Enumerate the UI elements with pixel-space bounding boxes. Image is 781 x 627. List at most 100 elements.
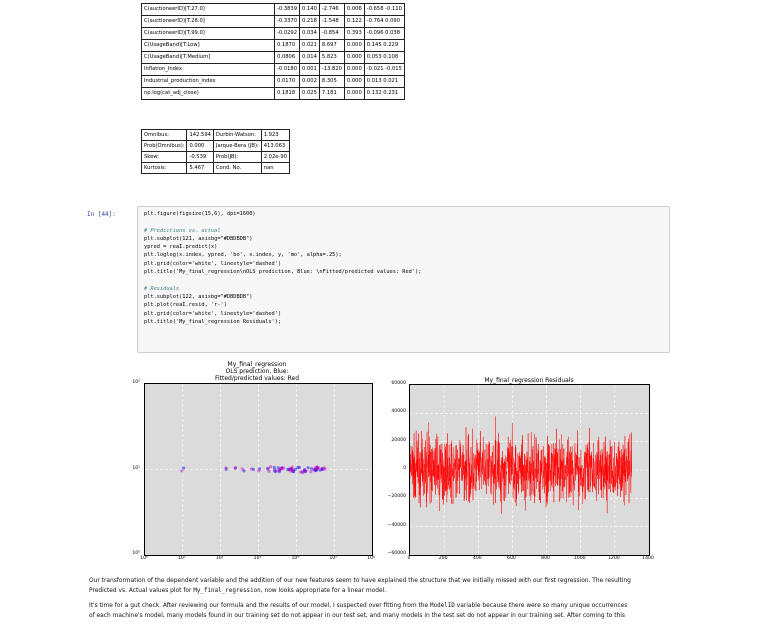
scatter-point xyxy=(321,467,325,472)
coef-cell-p: 0.006 xyxy=(343,3,365,16)
code-line: # Residuals xyxy=(144,285,180,292)
left-x-tick: 10⁴ xyxy=(291,556,300,561)
left-x-tick: 10⁶ xyxy=(367,556,375,561)
stats-cell-v1: 0.000 xyxy=(186,140,214,152)
scatter-point xyxy=(318,468,322,472)
left-y-tick: 10² xyxy=(132,380,140,385)
scatter-point xyxy=(302,468,307,472)
coef-cell-t: 5.823 xyxy=(318,51,345,64)
scatter-point xyxy=(290,467,294,472)
coef-cell-t: -0.854 xyxy=(318,27,345,40)
coef-cell-name: np.log(cat_adj_close) xyxy=(141,87,275,100)
coef-row: C(UsageBand)[T.Medium] 0.0806 0.014 5.823 0.… xyxy=(141,51,405,64)
right-x-tick: 400 xyxy=(472,556,482,561)
coef-cell-t: 8.697 xyxy=(318,39,345,52)
coef-cell-ci: -0.096 0.038 xyxy=(363,27,405,40)
scatter-point xyxy=(320,467,324,471)
coef-cell-coef: -0.0180 xyxy=(273,63,301,76)
coef-cell-coef: 0.0170 xyxy=(273,75,301,88)
scatter-point xyxy=(291,468,295,472)
coef-cell-p: 0.000 xyxy=(343,75,365,88)
text: variable because there were so many uniq… xyxy=(454,603,628,609)
code-line: plt.subplot(122, axisbg="#DBDBDB") xyxy=(144,293,253,300)
scatter-point xyxy=(315,465,319,469)
coef-cell-se: 0.140 xyxy=(299,3,320,16)
stats-cell-v2: nan xyxy=(260,162,290,174)
coef-cell-coef: -0.3370 xyxy=(273,15,301,28)
coef-cell-se: 0.001 xyxy=(299,63,320,76)
scatter-point xyxy=(320,467,324,471)
text: It's time for a gut check. After reviewi… xyxy=(89,603,431,609)
paragraph-1-line-2: Predicted vs. Actual values plot for My_… xyxy=(89,586,689,596)
chart-left-title: My_final_regression OLS prediction, Blue… xyxy=(214,361,300,382)
scatter-point xyxy=(314,468,318,473)
scatter-point xyxy=(290,465,294,469)
inline-code: ModelID xyxy=(430,603,455,609)
text: Predicted vs. Actual values plot for xyxy=(89,588,194,594)
scatter-point xyxy=(288,467,292,471)
stats-cell-k2: Jarque-Bera (JB): xyxy=(212,140,262,152)
coef-cell-se: 0.025 xyxy=(299,87,320,100)
coef-cell-se: 0.218 xyxy=(299,15,320,28)
chart-left-plot xyxy=(145,384,372,555)
scatter-point xyxy=(306,466,310,470)
scatter-point xyxy=(313,468,317,472)
coef-cell-se: 0.021 xyxy=(299,39,320,52)
coef-cell-t: 8.305 xyxy=(318,75,345,88)
scatter-point xyxy=(315,467,319,471)
right-x-tick: 800 xyxy=(541,556,550,561)
scatter-point xyxy=(296,465,300,470)
scatter-point xyxy=(302,468,307,472)
coef-cell-ci: 0.013 0.021 xyxy=(363,75,405,88)
coef-cell-p: 0.000 xyxy=(343,87,365,100)
coef-cell-name: C(auctioneerID)[T.28.0] xyxy=(141,15,275,28)
scatter-point xyxy=(287,467,291,471)
scatter-point xyxy=(313,468,317,472)
coef-cell-name: C(auctioneerID)[T.27.0] xyxy=(141,3,275,16)
coef-row: C(auctioneerID)[T.99.0] -0.0292 0.034 -0.85… xyxy=(141,27,405,40)
coef-cell-ci: 0.132 0.231 xyxy=(363,87,405,100)
coef-row: np.log(cat_adj_close) 0.1818 0.025 7.181 0.0… xyxy=(141,87,405,100)
coef-cell-name: Inflation_Index xyxy=(141,63,275,76)
right-x-tick: 1000 xyxy=(573,556,586,561)
coef-cell-t: -13.820 xyxy=(318,63,345,76)
right-y-tick: −20000 xyxy=(387,494,406,500)
coef-cell-name: Industrial_production_index xyxy=(141,75,275,88)
scatter-point xyxy=(277,468,282,473)
code-line: plt.subplot(121, axisbg="#DBDBDB") xyxy=(144,235,253,242)
left-x-tick: 10¹ xyxy=(177,556,186,561)
coef-row: C(UsageBand)[T.Low] 0.1870 0.021 8.697 0.000… xyxy=(141,39,405,52)
scatter-point xyxy=(267,469,271,473)
coef-cell-p: 0.000 xyxy=(343,63,365,76)
scatter-point xyxy=(272,465,276,470)
left-y-tick: 10⁰ xyxy=(132,551,140,556)
scatter-point xyxy=(309,470,313,474)
coef-cell-p: 0.393 xyxy=(343,27,365,40)
coef-cell-t: 7.181 xyxy=(318,87,345,100)
explanation-text: Our transformation of the dependent vari… xyxy=(89,576,689,621)
code-editor[interactable]: plt.figure(figsize(15,6), dpi=1600) # Pre… xyxy=(144,210,421,326)
scatter-point xyxy=(288,469,292,473)
stats-row: Skew: -0.539 Prob(JB): 2.02e-90 xyxy=(140,151,290,163)
stats-row: Omnibus: 142.594 Durbin-Watson: 1.923 xyxy=(140,129,290,141)
coef-cell-coef: 0.1818 xyxy=(273,87,301,100)
code-cell[interactable]: plt.figure(figsize(15,6), dpi=1600) # Pre… xyxy=(137,206,670,353)
stats-cell-k2: Durbin-Watson: xyxy=(212,129,262,141)
scatter-point xyxy=(279,466,283,471)
right-x-tick: 200 xyxy=(438,556,448,561)
coef-cell-se: 0.002 xyxy=(299,75,320,88)
coef-cell-se: 0.014 xyxy=(299,51,320,64)
paragraph-2-line-2: of each machine's model, many models fou… xyxy=(89,613,625,619)
left-x-tick: 10² xyxy=(215,556,224,561)
stats-cell-v2: 413.063 xyxy=(260,140,290,152)
scatter-point xyxy=(303,469,307,473)
stats-cell-k1: Omnibus: xyxy=(140,129,188,141)
coef-cell-p: 0.122 xyxy=(343,15,365,28)
scatter-point xyxy=(277,470,281,474)
coef-row: C(auctioneerID)[T.28.0] -0.3370 0.218 -1.54… xyxy=(141,15,405,28)
right-y-tick: 20000 xyxy=(391,437,406,443)
scatter-point xyxy=(312,467,316,472)
scatter-point xyxy=(291,470,295,474)
scatter-point xyxy=(323,467,327,471)
scatter-point xyxy=(322,466,326,470)
